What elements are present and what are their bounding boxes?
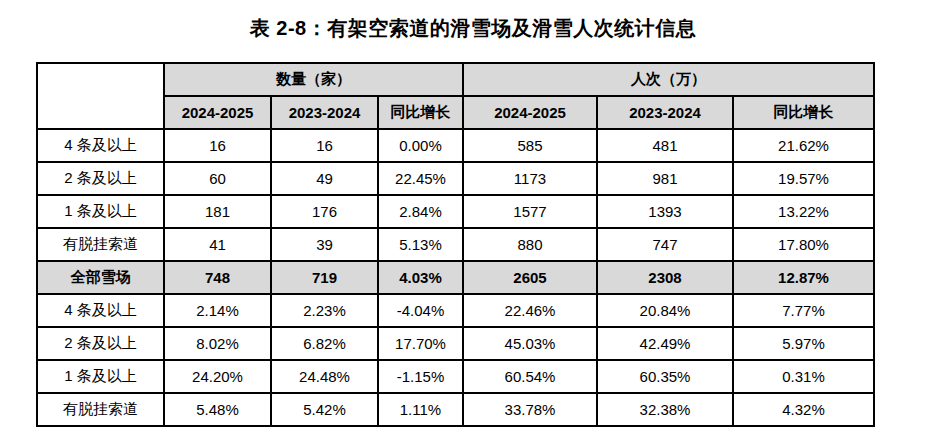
table-cell: 17.80%: [733, 228, 874, 261]
table-cell: 2.23%: [271, 294, 378, 327]
table-cell: 45.03%: [463, 327, 597, 360]
table-cell: -1.15%: [378, 360, 463, 393]
table-cell: 60.54%: [463, 360, 597, 393]
statistics-table: 数量（家） 人次（万） 2024-2025 2023-2024 同比增长 202…: [36, 62, 875, 427]
table-cell: -4.04%: [378, 294, 463, 327]
table-cell: 60: [164, 162, 271, 195]
table-row: 1 条及以上 181 176 2.84% 1577 1393 13.22%: [37, 195, 874, 228]
table-cell: 1577: [463, 195, 597, 228]
table-cell: 21.62%: [733, 129, 874, 162]
row-label: 2 条及以上: [37, 162, 164, 195]
table-cell: 2605: [463, 261, 597, 294]
table-cell: 5.97%: [733, 327, 874, 360]
table-cell: 181: [164, 195, 271, 228]
corner-cell: [37, 63, 164, 129]
table-cell: 1173: [463, 162, 597, 195]
table-cell: 24.48%: [271, 360, 378, 393]
table-cell: 880: [463, 228, 597, 261]
table-cell: 0.00%: [378, 129, 463, 162]
table-cell: 22.46%: [463, 294, 597, 327]
column-header-quantity-yoy-growth: 同比增长: [378, 96, 463, 129]
table-cell: 6.82%: [271, 327, 378, 360]
group-header-visits: 人次（万）: [463, 63, 874, 96]
table-cell: 719: [271, 261, 378, 294]
table-cell: 4.32%: [733, 393, 874, 426]
table-row: 4 条及以上 16 16 0.00% 585 481 21.62%: [37, 129, 874, 162]
table-cell: 19.57%: [733, 162, 874, 195]
table-cell: 39: [271, 228, 378, 261]
row-label: 1 条及以上: [37, 195, 164, 228]
table-cell: 13.22%: [733, 195, 874, 228]
table-cell: 5.42%: [271, 393, 378, 426]
table-cell: 42.49%: [597, 327, 733, 360]
column-header-quantity-2023-2024: 2023-2024: [271, 96, 378, 129]
table-cell: 2.84%: [378, 195, 463, 228]
table-cell: 7.77%: [733, 294, 874, 327]
table-cell: 24.20%: [164, 360, 271, 393]
table-row: 2 条及以上 8.02% 6.82% 17.70% 45.03% 42.49% …: [37, 327, 874, 360]
table-cell: 2308: [597, 261, 733, 294]
row-label: 有脱挂索道: [37, 393, 164, 426]
column-header-quantity-2024-2025: 2024-2025: [164, 96, 271, 129]
table-cell: 17.70%: [378, 327, 463, 360]
table-cell: 5.48%: [164, 393, 271, 426]
table-cell: 176: [271, 195, 378, 228]
table-row: 有脱挂索道 41 39 5.13% 880 747 17.80%: [37, 228, 874, 261]
table-cell: 32.38%: [597, 393, 733, 426]
page-title: 表 2-8：有架空索道的滑雪场及滑雪人次统计信息: [0, 15, 946, 41]
table-cell: 4.03%: [378, 261, 463, 294]
table-cell: 585: [463, 129, 597, 162]
table-cell: 747: [597, 228, 733, 261]
table-cell: 1.11%: [378, 393, 463, 426]
table-cell: 60.35%: [597, 360, 733, 393]
row-label: 2 条及以上: [37, 327, 164, 360]
row-label: 1 条及以上: [37, 360, 164, 393]
table-cell: 981: [597, 162, 733, 195]
table-cell: 1393: [597, 195, 733, 228]
table-cell: 748: [164, 261, 271, 294]
table-row-total: 全部雪场 748 719 4.03% 2605 2308 12.87%: [37, 261, 874, 294]
table-cell: 41: [164, 228, 271, 261]
table-cell: 12.87%: [733, 261, 874, 294]
table-cell: 2.14%: [164, 294, 271, 327]
row-label: 4 条及以上: [37, 129, 164, 162]
table-row: 1 条及以上 24.20% 24.48% -1.15% 60.54% 60.35…: [37, 360, 874, 393]
table-cell: 16: [164, 129, 271, 162]
table-cell: 33.78%: [463, 393, 597, 426]
row-label: 全部雪场: [37, 261, 164, 294]
table-row: 2 条及以上 60 49 22.45% 1173 981 19.57%: [37, 162, 874, 195]
table-cell: 8.02%: [164, 327, 271, 360]
table-row: 有脱挂索道 5.48% 5.42% 1.11% 33.78% 32.38% 4.…: [37, 393, 874, 426]
table-cell: 481: [597, 129, 733, 162]
table-cell: 22.45%: [378, 162, 463, 195]
column-header-visits-2023-2024: 2023-2024: [597, 96, 733, 129]
table-cell: 16: [271, 129, 378, 162]
row-label: 4 条及以上: [37, 294, 164, 327]
row-label: 有脱挂索道: [37, 228, 164, 261]
column-header-visits-yoy-growth: 同比增长: [733, 96, 874, 129]
column-header-visits-2024-2025: 2024-2025: [463, 96, 597, 129]
table-row: 4 条及以上 2.14% 2.23% -4.04% 22.46% 20.84% …: [37, 294, 874, 327]
table-cell: 20.84%: [597, 294, 733, 327]
table-cell: 0.31%: [733, 360, 874, 393]
group-header-row: 数量（家） 人次（万）: [37, 63, 874, 96]
group-header-quantity: 数量（家）: [164, 63, 463, 96]
table-cell: 49: [271, 162, 378, 195]
table-cell: 5.13%: [378, 228, 463, 261]
